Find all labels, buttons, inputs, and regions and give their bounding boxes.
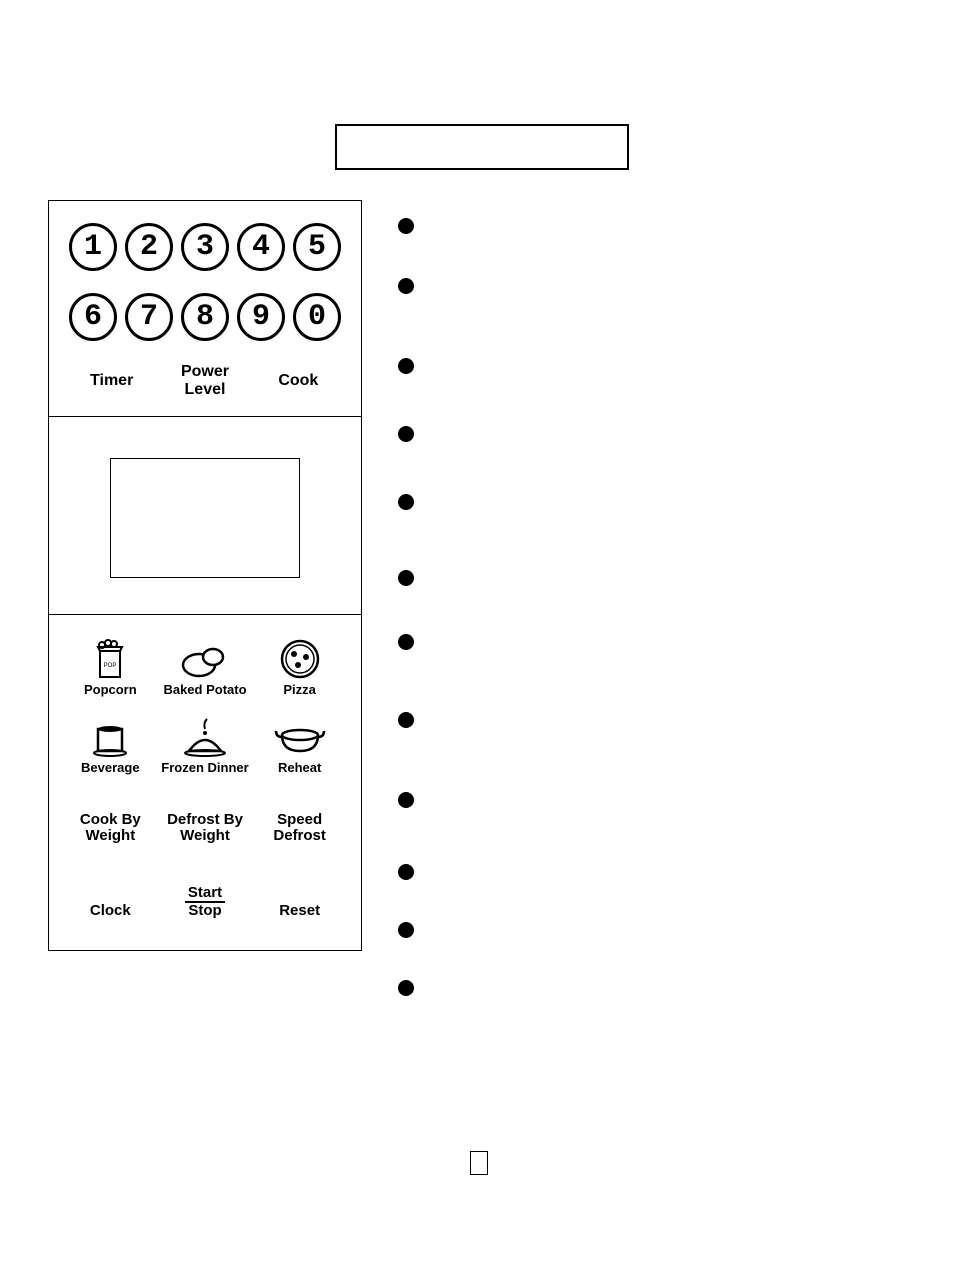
frozen-dinner-label: Frozen Dinner [161,761,248,775]
reheat-button[interactable]: Reheat [254,715,345,775]
key-2[interactable]: 2 [125,223,173,271]
bullet-item [398,634,414,650]
power-level-button[interactable]: Power Level [159,363,251,398]
key-0[interactable]: 0 [293,293,341,341]
pizza-label: Pizza [283,683,316,697]
popcorn-button[interactable]: POP Popcorn [65,637,156,697]
frozen-dinner-icon [177,715,233,759]
cook-button[interactable]: Cook [252,372,344,390]
clock-button[interactable]: Clock [65,863,156,932]
bullet-item [398,980,414,996]
bullet-item [398,792,414,808]
key-5[interactable]: 5 [293,223,341,271]
beverage-icon [82,715,138,759]
key-6[interactable]: 6 [69,293,117,341]
frozen-dinner-button[interactable]: Frozen Dinner [160,715,251,775]
control-panel: 1 2 3 4 5 6 7 8 9 0 Timer Power Level Co… [48,200,362,951]
keypad-section: 1 2 3 4 5 6 7 8 9 0 Timer Power Level Co… [49,201,361,417]
reset-label: Reset [279,903,320,920]
defrost-by-weight-button[interactable]: Defrost By Weight [160,794,251,845]
popcorn-label: Popcorn [84,683,137,697]
function-label-row: Timer Power Level Cook [65,363,345,398]
popcorn-icon: POP [82,637,138,681]
key-8[interactable]: 8 [181,293,229,341]
defrost-by-weight-label: Defrost By Weight [167,812,243,845]
bullet-item [398,358,414,374]
bullet-item [398,864,414,880]
start-stop-label: Start Stop [185,885,225,920]
baked-potato-icon [177,637,233,681]
key-4[interactable]: 4 [237,223,285,271]
keypad-row-1: 1 2 3 4 5 [65,223,345,271]
svg-text:POP: POP [104,663,117,669]
bullet-item [398,426,414,442]
bullet-item [398,278,414,294]
reset-button[interactable]: Reset [254,863,345,932]
reheat-icon [272,715,328,759]
cook-by-weight-button[interactable]: Cook By Weight [65,794,156,845]
beverage-button[interactable]: Beverage [65,715,156,775]
display-section [49,417,361,615]
beverage-label: Beverage [81,761,140,775]
start-stop-button[interactable]: Start Stop [160,863,251,932]
key-7[interactable]: 7 [125,293,173,341]
menu-section: POP Popcorn Baked Potato [49,615,361,950]
clock-label: Clock [90,903,131,920]
key-3[interactable]: 3 [181,223,229,271]
bullet-item [398,712,414,728]
key-9[interactable]: 9 [237,293,285,341]
title-box [335,124,629,170]
bullet-item [398,494,414,510]
keypad-row-2: 6 7 8 9 0 [65,293,345,341]
bullet-item [398,922,414,938]
pizza-button[interactable]: Pizza [254,637,345,697]
bullet-list [398,218,414,1044]
baked-potato-button[interactable]: Baked Potato [160,637,251,697]
baked-potato-label: Baked Potato [163,683,246,697]
bullet-item [398,570,414,586]
timer-button[interactable]: Timer [65,372,157,390]
cook-by-weight-label: Cook By Weight [80,812,141,845]
pizza-icon [272,637,328,681]
display-screen [110,458,300,578]
bullet-item [398,218,414,234]
key-1[interactable]: 1 [69,223,117,271]
speed-defrost-button[interactable]: Speed Defrost [254,794,345,845]
page-number-box [470,1151,488,1175]
speed-defrost-label: Speed Defrost [273,812,326,845]
reheat-label: Reheat [278,761,321,775]
